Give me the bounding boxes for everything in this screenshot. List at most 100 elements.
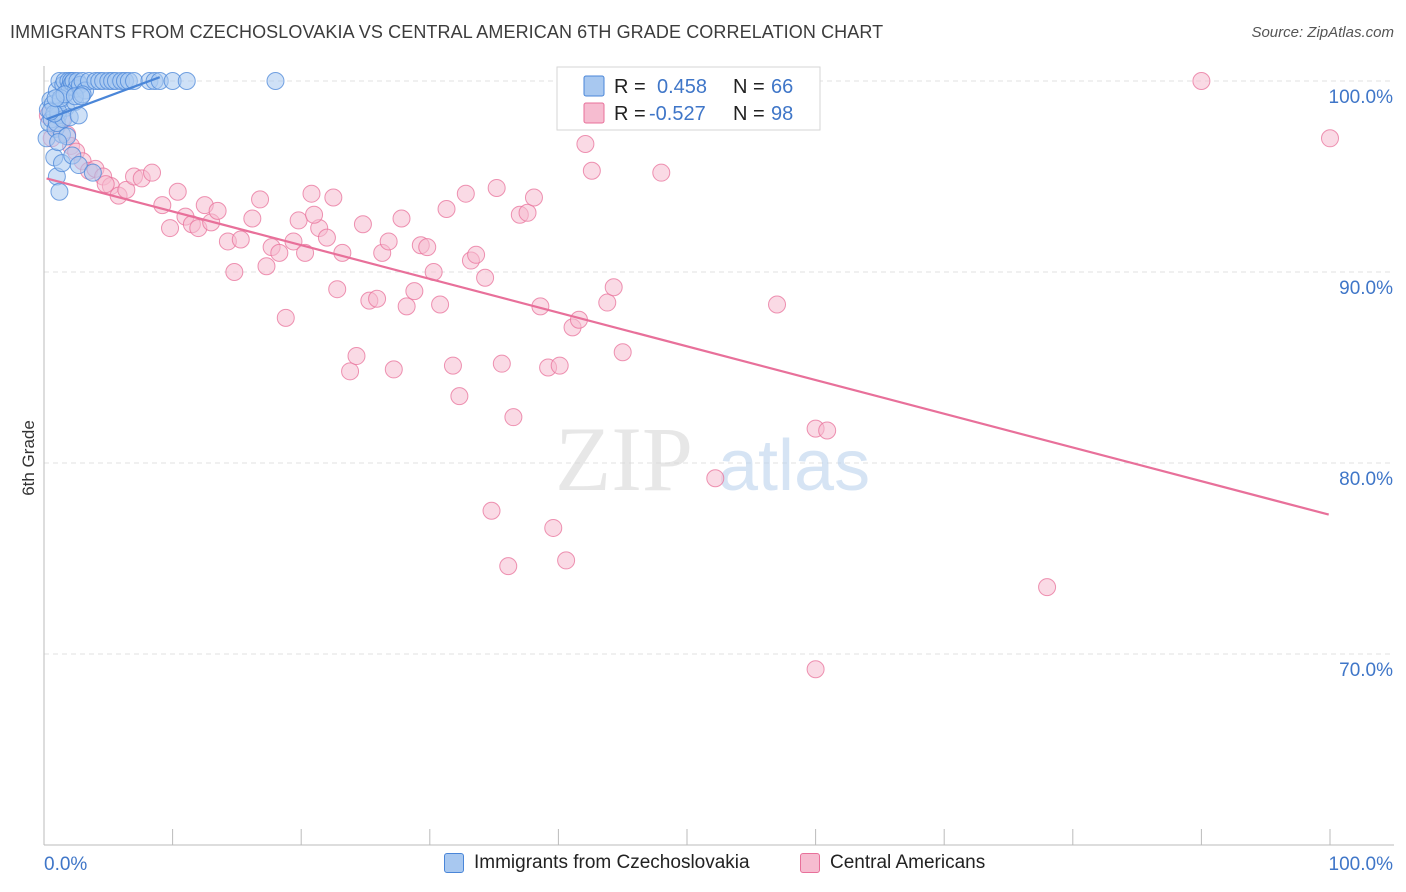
- y-axis-label: 6th Grade: [19, 420, 38, 496]
- point-czechoslovakia: [46, 89, 65, 108]
- point-czechoslovakia: [50, 182, 69, 201]
- point-central-americans: [492, 354, 511, 373]
- legend-n-value-2: 98: [771, 103, 793, 125]
- watermark-zip: ZIP: [555, 408, 693, 510]
- point-central-americans: [143, 163, 162, 182]
- point-central-americans: [576, 135, 595, 154]
- point-central-americans: [443, 356, 462, 375]
- axes: [43, 66, 1394, 846]
- correlation-legend: R = 0.458 N = 66 R = -0.527 N = 98: [556, 66, 821, 131]
- point-central-americans: [379, 232, 398, 251]
- point-central-americans: [368, 289, 387, 308]
- point-central-americans: [333, 243, 352, 262]
- y-tick-labels: 70.0% 80.0% 90.0% 100.0%: [1329, 87, 1394, 681]
- point-czechoslovakia: [177, 72, 196, 90]
- legend-label-central-americans: Central Americans: [830, 852, 986, 873]
- point-central-americans: [437, 199, 456, 218]
- point-central-americans: [96, 175, 115, 194]
- point-central-americans: [328, 280, 347, 299]
- y-tick-label: 100.0%: [1329, 87, 1394, 108]
- point-central-americans: [476, 268, 495, 287]
- point-central-americans: [418, 238, 437, 257]
- point-central-americans: [1192, 72, 1211, 90]
- point-central-americans: [1321, 129, 1339, 148]
- point-central-americans: [296, 243, 315, 262]
- point-central-americans: [544, 518, 563, 537]
- point-central-americans: [582, 161, 601, 180]
- series-central-americans: [38, 72, 1339, 679]
- grid-lines: [44, 80, 1394, 655]
- series-czechoslovakia: [37, 72, 285, 201]
- point-central-americans: [305, 205, 324, 224]
- point-central-americans: [168, 182, 187, 201]
- legend-item-central-americans: Central Americans: [800, 852, 985, 874]
- point-central-americans: [289, 211, 308, 230]
- y-tick-label: 70.0%: [1339, 660, 1393, 681]
- legend-r-label-2: R =: [614, 103, 646, 125]
- point-central-americans: [557, 551, 576, 570]
- point-central-americans: [487, 178, 506, 197]
- trend-line-central-americans: [46, 177, 1329, 516]
- point-central-americans: [317, 228, 336, 247]
- point-central-americans: [405, 282, 424, 301]
- point-central-americans: [499, 557, 518, 576]
- point-czechoslovakia: [83, 163, 102, 182]
- legend-swatch-central-americans: [800, 853, 820, 873]
- source-label: Source: ZipAtlas.com: [1251, 24, 1394, 41]
- point-central-americans: [652, 163, 671, 182]
- point-central-americans: [613, 343, 632, 362]
- point-central-americans: [384, 360, 403, 379]
- point-central-americans: [456, 184, 475, 203]
- chart-title: IMMIGRANTS FROM CZECHOSLOVAKIA VS CENTRA…: [10, 22, 884, 42]
- point-central-americans: [257, 257, 276, 276]
- legend-label-czechoslovakia: Immigrants from Czechoslovakia: [474, 852, 750, 873]
- point-czechoslovakia: [266, 72, 285, 90]
- point-central-americans: [161, 219, 180, 238]
- y-tick-label: 90.0%: [1339, 278, 1393, 299]
- point-central-americans: [524, 188, 543, 207]
- series-legend: Immigrants from Czechoslovakia Central A…: [0, 850, 1406, 880]
- point-central-americans: [431, 295, 450, 314]
- point-central-americans: [482, 501, 501, 520]
- point-central-americans: [270, 243, 289, 262]
- point-central-americans: [450, 387, 469, 406]
- point-central-americans: [276, 308, 295, 327]
- legend-r-label-1: R =: [614, 76, 646, 98]
- trend-lines: [46, 76, 1329, 516]
- legend-n-label-2: N =: [733, 103, 765, 125]
- x-tick-label: 0.0%: [44, 854, 87, 875]
- trend-line-czechoslovakia: [46, 76, 161, 121]
- point-central-americans: [251, 190, 270, 209]
- point-central-americans: [706, 469, 725, 488]
- point-central-americans: [347, 347, 366, 366]
- point-central-americans: [550, 356, 569, 375]
- legend-r-value-1: 0.458: [657, 76, 707, 98]
- point-central-americans: [341, 362, 360, 381]
- point-central-americans: [467, 245, 486, 264]
- x-tick-label: 100.0%: [1329, 854, 1394, 875]
- point-central-americans: [302, 184, 321, 203]
- point-czechoslovakia: [72, 87, 91, 106]
- legend-n-value-1: 66: [771, 76, 793, 98]
- legend-n-label-1: N =: [733, 76, 765, 98]
- point-central-americans: [225, 263, 244, 281]
- point-czechoslovakia: [49, 133, 68, 152]
- point-central-americans: [806, 660, 825, 679]
- legend-r-value-2: -0.527: [649, 103, 706, 125]
- point-central-americans: [353, 215, 372, 234]
- legend-swatch-pink: [583, 102, 605, 124]
- point-central-americans: [243, 209, 262, 228]
- point-central-americans: [518, 203, 537, 222]
- legend-swatch-blue: [583, 75, 605, 97]
- point-central-americans: [208, 201, 227, 220]
- legend-swatch-czechoslovakia: [444, 853, 464, 873]
- y-tick-label: 80.0%: [1339, 469, 1393, 490]
- point-central-americans: [818, 421, 837, 440]
- point-central-americans: [1038, 578, 1057, 597]
- point-central-americans: [598, 293, 617, 312]
- point-central-americans: [504, 408, 523, 427]
- watermark-atlas: atlas: [718, 426, 870, 506]
- point-central-americans: [768, 295, 787, 314]
- point-central-americans: [392, 209, 411, 228]
- point-central-americans: [397, 297, 416, 316]
